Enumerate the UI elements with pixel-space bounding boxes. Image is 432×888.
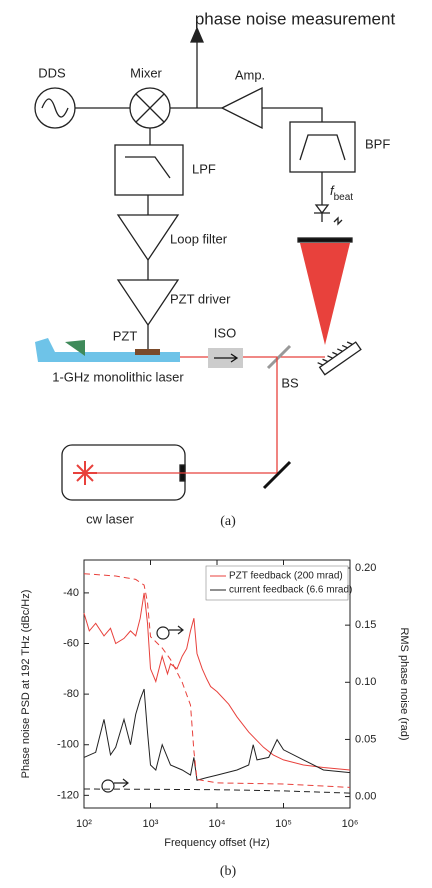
laser-body (35, 338, 180, 362)
y-tick-label: -80 (63, 688, 79, 700)
f-subscript: beat (334, 192, 354, 203)
amp-symbol (220, 86, 263, 130)
panel-a (34, 26, 362, 501)
y2-tick-label: 0.15 (355, 619, 376, 631)
caption: (b) (220, 864, 237, 879)
caption: (a) (220, 514, 236, 529)
label: PZT driver (170, 291, 231, 306)
label: ISO (214, 325, 236, 340)
y2-tick-label: 0.20 (355, 562, 376, 574)
bpf-curve (299, 134, 346, 161)
mirror (262, 460, 292, 490)
label: DDS (38, 65, 66, 80)
lens (297, 237, 353, 243)
iso-arrow (214, 353, 239, 363)
label: BPF (365, 136, 390, 151)
beam-splitter (266, 344, 292, 370)
lpf-box (114, 144, 184, 196)
label: 1-GHz monolithic laser (52, 369, 184, 384)
x-axis-label: Frequency offset (Hz) (164, 837, 270, 849)
light-symbol (333, 216, 343, 226)
laser-crystal (65, 340, 85, 356)
y-axis-label: Phase noise PSD at 192 THz (dBc/Hz) (20, 590, 32, 779)
loop-filter-symbol (116, 214, 180, 262)
legend-box (205, 565, 349, 601)
x-tick-label: 10³ (143, 818, 159, 830)
legend-label: current feedback (6.6 mrad) (229, 585, 352, 596)
bpf-box (289, 121, 356, 173)
photodiode (314, 204, 330, 215)
annotation-arrows (101, 625, 184, 793)
y2-tick-label: 0.05 (355, 733, 376, 745)
series-line (83, 573, 351, 788)
label: phase noise measurement (195, 9, 396, 28)
label: cw laser (86, 511, 134, 526)
label: LPF (192, 161, 216, 176)
x-tick-label: 10⁶ (342, 818, 359, 830)
label: Loop filter (170, 231, 228, 246)
legend-label: PZT feedback (200 mrad) (229, 571, 343, 582)
laser-star (73, 461, 97, 485)
series-line (83, 788, 351, 794)
y-tick-label: -40 (63, 587, 79, 599)
series-line (83, 592, 351, 771)
output-arrow (190, 26, 204, 43)
y2-axis-label: RMS phase noise (rad) (398, 627, 410, 740)
mixer-x (135, 93, 165, 123)
label: fbeat (330, 183, 353, 202)
sine (41, 98, 69, 118)
label: PZT (113, 328, 138, 343)
x-tick-label: 10⁴ (209, 818, 226, 830)
x-tick-label: 10⁵ (275, 818, 292, 830)
grating (317, 341, 362, 376)
x-tick-label: 10² (76, 818, 92, 830)
y-tick-label: -120 (57, 789, 79, 801)
series-line (83, 688, 351, 781)
label: Amp. (235, 67, 265, 82)
label: BS (281, 375, 299, 390)
y-tick-label: -100 (57, 739, 79, 751)
y-tick-label: -60 (63, 637, 79, 649)
pzt-element (135, 349, 160, 355)
pzt-driver-symbol (116, 279, 180, 327)
f-symbol: f (330, 183, 335, 198)
y2-tick-label: 0.00 (355, 790, 376, 802)
wire (262, 107, 323, 122)
y2-tick-label: 0.10 (355, 676, 376, 688)
label: Mixer (130, 65, 162, 80)
beam-cone (300, 243, 350, 345)
lpf-curve (125, 156, 171, 179)
